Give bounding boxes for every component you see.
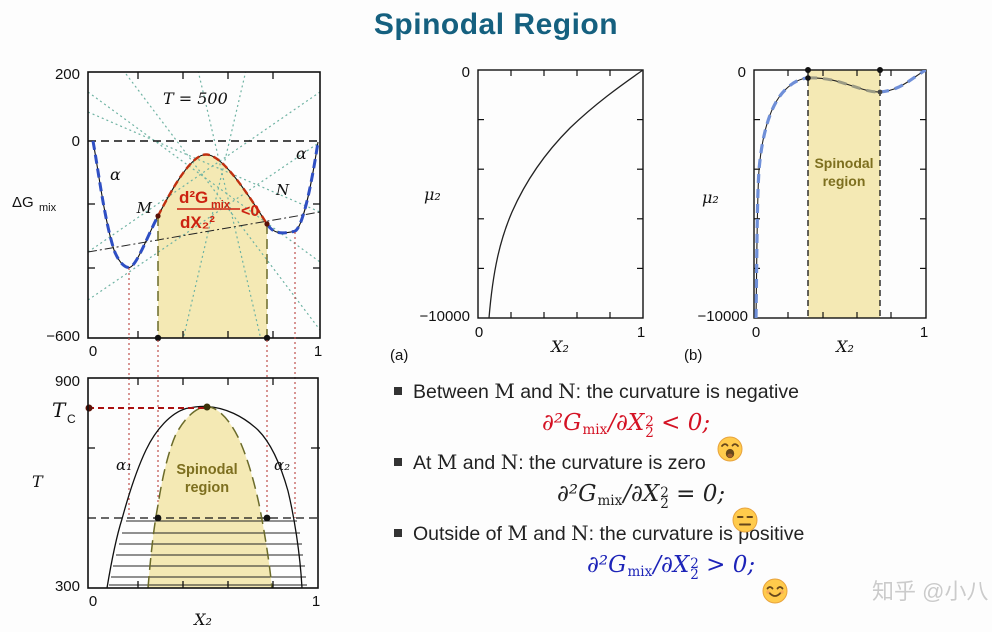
- gmix-plot-frame: [87, 71, 321, 339]
- phase-ylabel: T: [32, 472, 44, 491]
- phase-ticks: [88, 378, 320, 588]
- mu2b-curve-gray-inside: [807, 76, 881, 94]
- gmix-ylabel: ΔG: [12, 194, 34, 211]
- mu2a-xtick-1: 1: [637, 324, 645, 341]
- mu2b-spinodal-band-fill: [808, 70, 880, 318]
- bullet-between-m-n: Between M and N: the curvature is negati…: [392, 378, 992, 406]
- watermark: 知乎 @小八: [872, 579, 989, 604]
- gmix-ytick-200: 200: [55, 66, 80, 83]
- spinodal-axis-dot-left: [154, 334, 162, 342]
- phase-xlabel: X₂: [192, 610, 212, 629]
- gmix-ticks: [88, 72, 320, 338]
- mu2b-ytick-m10000: −10000: [698, 308, 748, 325]
- mu2b-xtick-1: 1: [920, 324, 928, 341]
- mu2b-region-label-1: Spinodal: [814, 155, 873, 171]
- critical-point-dot: [203, 403, 211, 411]
- phase-spinodal-region-fill: [148, 406, 272, 588]
- formula-curvature-zero: ∂²Gmix/∂X 2 2 = 0;: [557, 477, 992, 533]
- mu2a-xtick-0: 0: [475, 324, 483, 341]
- bullet-square-icon: [394, 458, 402, 466]
- panel-a-caption: (a): [390, 347, 408, 364]
- notes-block: Between M and N: the curvature is negati…: [392, 376, 992, 604]
- mu2b-curve-dot-left: [805, 75, 811, 81]
- bullet-square-icon: [394, 529, 402, 537]
- mu2a-frame: [477, 69, 644, 319]
- mu2b-curve-blue-right: [879, 70, 926, 94]
- alpha-right-label: α: [296, 144, 307, 163]
- point-m-dot: [155, 213, 161, 219]
- tc-axis-dot: [85, 404, 93, 412]
- binodal-curve: [106, 405, 303, 588]
- formula-curvature-positive: ∂²Gmix/∂X 2 2 > 0;: [587, 548, 992, 604]
- point-m-label: M: [136, 199, 153, 217]
- tie-lines: [109, 520, 307, 586]
- mu2a-ticks: [478, 70, 643, 318]
- page-title: Spinodal Region: [373, 8, 619, 41]
- bullet-outside-m-n: Outside of M and N: the curvature is pos…: [392, 520, 992, 548]
- mu2a-ytick-0: 0: [462, 64, 470, 81]
- gmix-ylabel-sub: mix: [39, 202, 57, 214]
- gmix-ytick-0: 0: [72, 133, 80, 150]
- mu2b-top-dot-left: [805, 67, 811, 73]
- gmix-xtick-1: 1: [314, 343, 322, 360]
- gmix-ytick-m600: −600: [46, 328, 80, 345]
- spinodal-axis-dot-right: [263, 334, 271, 342]
- mu2b-curve-blue-left: [754, 76, 809, 318]
- mu2b-ytick-0: 0: [738, 64, 746, 81]
- panel-b-caption: (b): [684, 347, 702, 364]
- gmix-curve-stable-right-blue: [265, 141, 320, 235]
- bullet-text: Outside of M and N: the curvature is pos…: [413, 521, 805, 545]
- alpha1-label: α₁: [116, 456, 132, 474]
- point-n-label: N: [275, 181, 290, 199]
- mu2b-xlabel: X₂: [834, 337, 854, 356]
- phase-ytick-900: 900: [55, 373, 80, 390]
- connector-dotted-lines: [128, 232, 296, 518]
- point-n-dot: [264, 221, 270, 227]
- alpha2-label: α₂: [274, 456, 290, 474]
- bullet-at-m-n: At M and N: the curvature is zero: [392, 449, 992, 477]
- tangent-construction-lines: [88, 72, 320, 338]
- gmix-spinodal-region-fill: [158, 154, 267, 338]
- bullet-text: Between M and N: the curvature is negati…: [413, 379, 799, 403]
- curvature-frac-rel: <0: [241, 203, 259, 220]
- gmix-curve-spinodal-red: [156, 153, 269, 225]
- gmix-curve-stable-left-blue: [91, 140, 160, 270]
- phase-xtick-0: 0: [89, 593, 97, 610]
- mu2b-region-label-2: region: [823, 173, 866, 189]
- formula-curvature-negative: ∂²Gmix/∂X 2 2 < 0;: [542, 406, 992, 462]
- mu2b-frame: [753, 69, 927, 319]
- curvature-frac-num-sub: mix: [211, 199, 231, 211]
- temperature-label: T = 500: [163, 89, 228, 108]
- alpha-left-label: α: [110, 165, 121, 184]
- spinodal-isotherm-dot-left: [154, 514, 162, 522]
- mu2b-ylabel: μ₂: [702, 188, 719, 207]
- common-tangent-line: [88, 211, 320, 253]
- mu2a-xlabel: X₂: [549, 337, 569, 356]
- gmix-xtick-0: 0: [89, 343, 97, 360]
- phase-plot-frame: [87, 377, 319, 589]
- tc-label-sub: C: [67, 412, 76, 426]
- phase-region-label-1: Spinodal: [176, 462, 237, 478]
- mu2a-ytick-m10000: −10000: [420, 308, 470, 325]
- curvature-frac-den: dX₂²: [180, 213, 215, 232]
- phase-ytick-300: 300: [55, 578, 80, 595]
- mu2b-curve-dot-right: [877, 89, 883, 95]
- gmix-and-phase-plots: 200 0 −600 0 1 ΔG mix T = 500 α α M N d²…: [12, 66, 322, 629]
- mu2-plot-a: 0 −10000 μ₂ 0 1 X₂ (a): [390, 64, 645, 364]
- curvature-frac-num: d²G: [179, 188, 208, 207]
- mu2a-ylabel: μ₂: [424, 185, 441, 204]
- mu2-plot-b: Spinodal region 0 −10000 μ₂ 0 1 X₂ (b): [684, 64, 928, 364]
- mu2b-xtick-0: 0: [752, 324, 760, 341]
- tc-label: T: [52, 398, 67, 422]
- bullet-text: At M and N: the curvature is zero: [413, 450, 706, 474]
- spinodal-isotherm-dot-right: [263, 514, 271, 522]
- phase-xtick-1: 1: [312, 593, 320, 610]
- bullet-square-icon: [394, 387, 402, 395]
- phase-region-label-2: region: [185, 480, 229, 496]
- mu2b-top-dot-right: [877, 67, 883, 73]
- mu2a-curve: [488, 69, 644, 319]
